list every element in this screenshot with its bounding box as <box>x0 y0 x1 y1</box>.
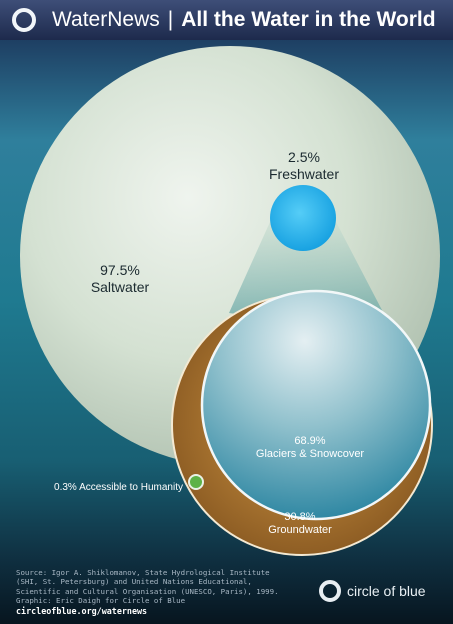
circle-logo-icon <box>319 580 341 602</box>
glaciers-value-label: 68.9% <box>294 435 325 447</box>
page-title: All the Water in the World <box>181 8 436 31</box>
accessible-dot <box>188 474 204 490</box>
freshwater-circle <box>270 185 336 251</box>
circle-logo-icon[interactable] <box>12 8 36 32</box>
accessible-name: Accessible to Humanity <box>79 482 183 493</box>
header-separator: | <box>167 8 174 31</box>
accessible-label: 0.3% Accessible to Humanity <box>54 482 183 493</box>
source-url-link[interactable]: circleofblue.org/waternews <box>16 606 148 616</box>
header-title: WaterNews | All the Water in the World <box>52 7 436 33</box>
glaciers-circle <box>200 289 432 521</box>
logo-text: circle of blue <box>347 583 426 599</box>
source-line: Source: Igor A. Shiklomanov, State Hydro… <box>16 568 270 577</box>
groundwater-value-label: 30.8% <box>284 511 315 523</box>
groundwater-name-label: Groundwater <box>268 524 332 536</box>
water-distribution-chart: 97.5% Saltwater 2.5% Freshwater 68.9% Gl… <box>20 46 440 556</box>
source-credits: Source: Igor A. Shiklomanov, State Hydro… <box>16 568 316 606</box>
header-bar: WaterNews | All the Water in the World <box>0 0 453 40</box>
source-line: Scientific and Cultural Organisation (UN… <box>16 586 279 596</box>
accessible-value: 0.3% <box>54 482 77 493</box>
source-line: (SHI, St. Petersburg) and United Nations… <box>16 577 252 587</box>
freshwater-name-label: Freshwater <box>269 166 339 182</box>
saltwater-value-label: 97.5% <box>100 262 140 278</box>
graphic-credit: Graphic: Eric Daigh for Circle of Blue <box>16 596 186 606</box>
freshwater-value-label: 2.5% <box>288 149 320 165</box>
circle-of-blue-logo[interactable]: circle of blue <box>319 580 444 604</box>
saltwater-name-label: Saltwater <box>91 279 150 295</box>
glaciers-name-label: Glaciers & Snowcover <box>256 448 365 460</box>
brand-name[interactable]: WaterNews <box>52 8 160 31</box>
